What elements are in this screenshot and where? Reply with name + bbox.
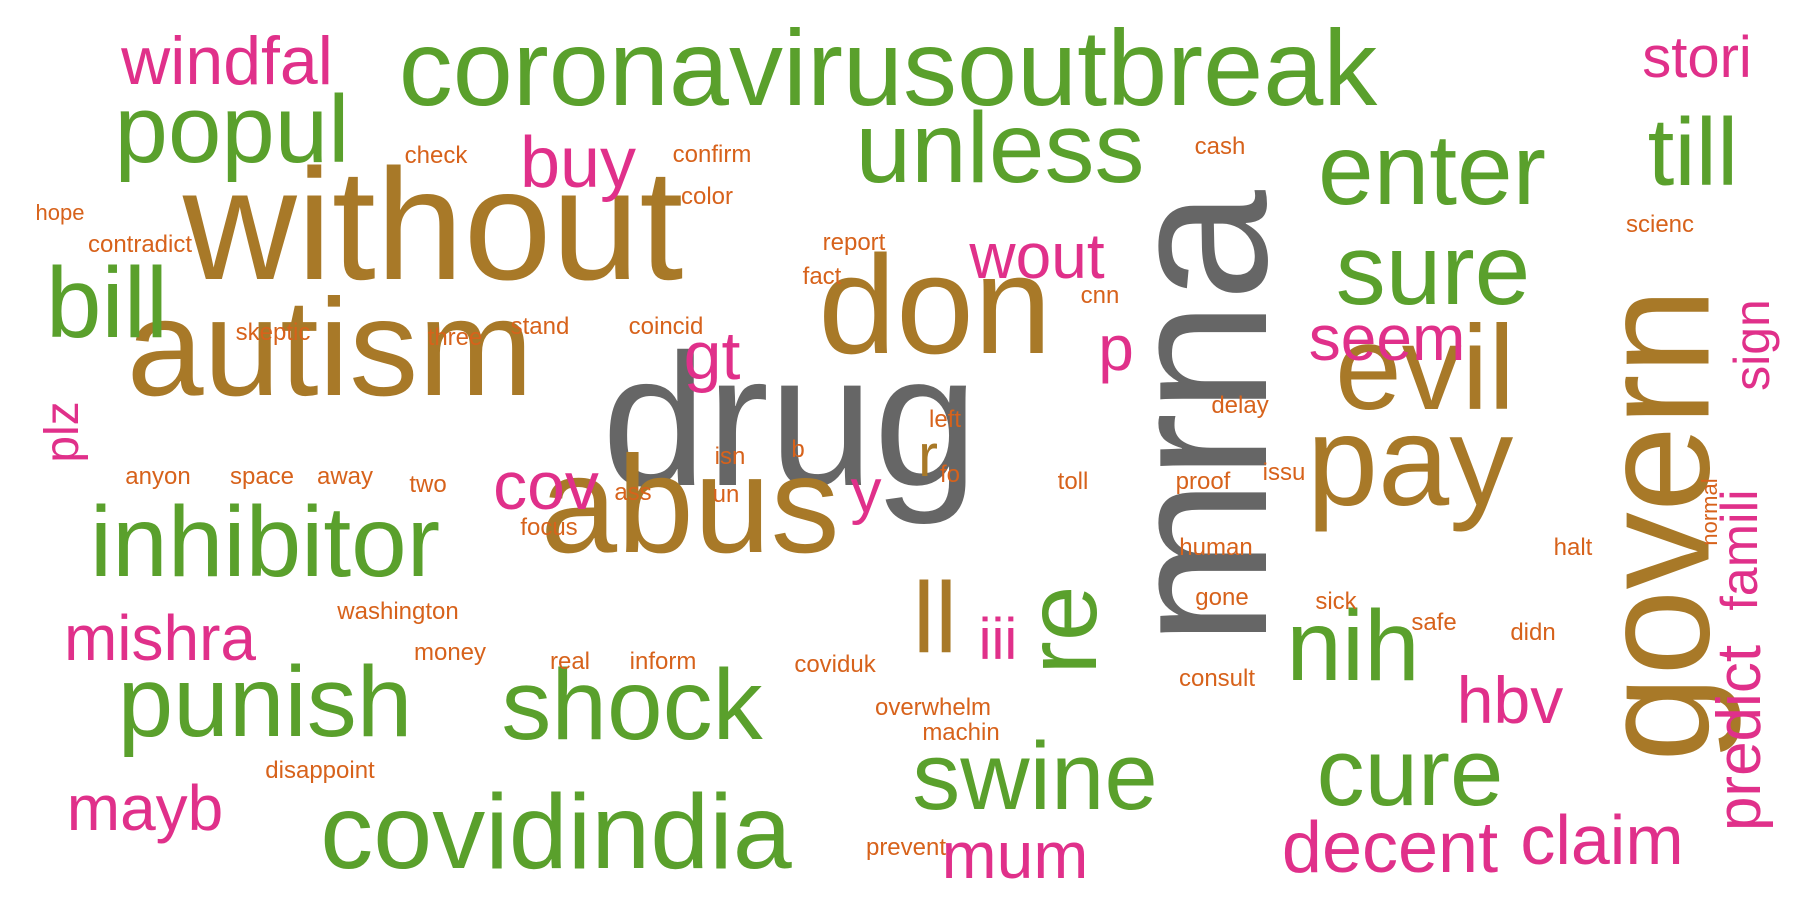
word-hbv: hbv xyxy=(1456,663,1564,737)
word-anyon: anyon xyxy=(125,463,191,490)
word-sign: sign xyxy=(1724,299,1780,391)
word-till: till xyxy=(1647,99,1739,206)
word-inform: inform xyxy=(629,648,697,675)
word-normal: normal xyxy=(1697,478,1722,546)
word-prevent: prevent xyxy=(865,834,947,861)
word-skeptic: skeptic xyxy=(235,319,311,346)
word-iii: iii xyxy=(978,607,1018,672)
word-coviduk: coviduk xyxy=(794,651,876,678)
word-plz: plz xyxy=(36,401,89,463)
word-confirm: confirm xyxy=(672,141,752,168)
word-overwhelm: overwhelm xyxy=(874,694,992,721)
word-unless: unless xyxy=(855,92,1145,204)
word-p: p xyxy=(1098,312,1134,384)
word-fo: fo xyxy=(939,461,961,488)
word-y: y xyxy=(850,457,882,526)
word-without: without xyxy=(182,137,684,313)
word-re: re xyxy=(1006,585,1118,675)
word-r: r xyxy=(918,422,938,489)
word-real: real xyxy=(549,648,591,675)
word-delay: delay xyxy=(1211,392,1269,419)
word-consult: consult xyxy=(1178,665,1256,692)
word-bill: bill xyxy=(45,247,169,359)
word-decent: decent xyxy=(1281,808,1499,888)
word-three: three xyxy=(427,324,483,351)
word-mum: mum xyxy=(941,818,1089,892)
word-away: away xyxy=(316,463,374,490)
word-cure: cure xyxy=(1316,719,1504,826)
word-hope: hope xyxy=(35,200,85,225)
word-nih: nih xyxy=(1286,590,1420,702)
word-swine: swine xyxy=(912,723,1158,830)
word-money: money xyxy=(413,639,487,666)
word-evil: evil xyxy=(1334,301,1516,435)
word-safe: safe xyxy=(1411,609,1457,636)
word-inhibitor: inhibitor xyxy=(89,486,441,598)
word-autism: autism xyxy=(126,271,534,425)
word-cov: cov xyxy=(493,448,599,524)
word-sure: sure xyxy=(1335,214,1531,326)
word-mishra: mishra xyxy=(63,602,257,674)
word-predict: predict xyxy=(1705,644,1774,832)
word-coincid: coincid xyxy=(628,313,704,340)
word-toll: toll xyxy=(1057,468,1089,495)
word-fact: fact xyxy=(802,263,842,290)
word-halt: halt xyxy=(1553,534,1593,561)
word-issu: issu xyxy=(1262,459,1306,486)
word-gone: gone xyxy=(1195,584,1249,611)
word-wout: wout xyxy=(969,220,1105,292)
word-don: don xyxy=(818,226,1052,383)
word-left: left xyxy=(928,406,962,433)
word-isn: isn xyxy=(714,443,746,470)
word-two: two xyxy=(409,471,447,498)
word-enter: enter xyxy=(1318,114,1546,226)
word-report: report xyxy=(822,229,886,256)
word-covidindia: covidindia xyxy=(320,773,792,891)
word-ll: ll xyxy=(912,562,958,674)
word-mayb: mayb xyxy=(66,772,224,844)
word-machin: machin xyxy=(922,719,1000,746)
word-check: check xyxy=(404,142,468,169)
word-popul: popul xyxy=(114,76,350,183)
word-gt: gt xyxy=(683,318,741,394)
word-contradict: contradict xyxy=(87,231,193,258)
word-punish: punish xyxy=(117,646,413,758)
word-buy: buy xyxy=(519,123,637,203)
word-windfal: windfal xyxy=(121,23,333,99)
word-un: un xyxy=(712,481,740,508)
word-abus: abus xyxy=(540,428,840,582)
word-shock: shock xyxy=(501,649,763,761)
word-focus: focus xyxy=(520,514,578,541)
word-seem: seem xyxy=(1308,302,1466,374)
word-color: color xyxy=(680,183,734,210)
word-claim: claim xyxy=(1520,801,1684,879)
word-washington: washington xyxy=(337,598,459,625)
word-b: b xyxy=(791,436,805,463)
word-pay: pay xyxy=(1306,390,1514,533)
word-human: human xyxy=(1179,534,1253,561)
word-cash: cash xyxy=(1194,133,1246,160)
word-sick: sick xyxy=(1315,588,1357,615)
word-space: space xyxy=(229,463,295,490)
word-stori: stori xyxy=(1642,25,1752,90)
word-stand: stand xyxy=(510,313,570,340)
word-didn: didn xyxy=(1510,619,1556,646)
word-scienc: scienc xyxy=(1625,211,1695,238)
word-ass: ass xyxy=(614,479,652,506)
word-proof: proof xyxy=(1175,468,1231,495)
word-cnn: cnn xyxy=(1080,282,1120,309)
word-coronavirusoutbreak: coronavirusoutbreak xyxy=(398,7,1378,128)
word-drug: drug xyxy=(601,315,979,525)
word-disappoint: disappoint xyxy=(265,757,375,784)
